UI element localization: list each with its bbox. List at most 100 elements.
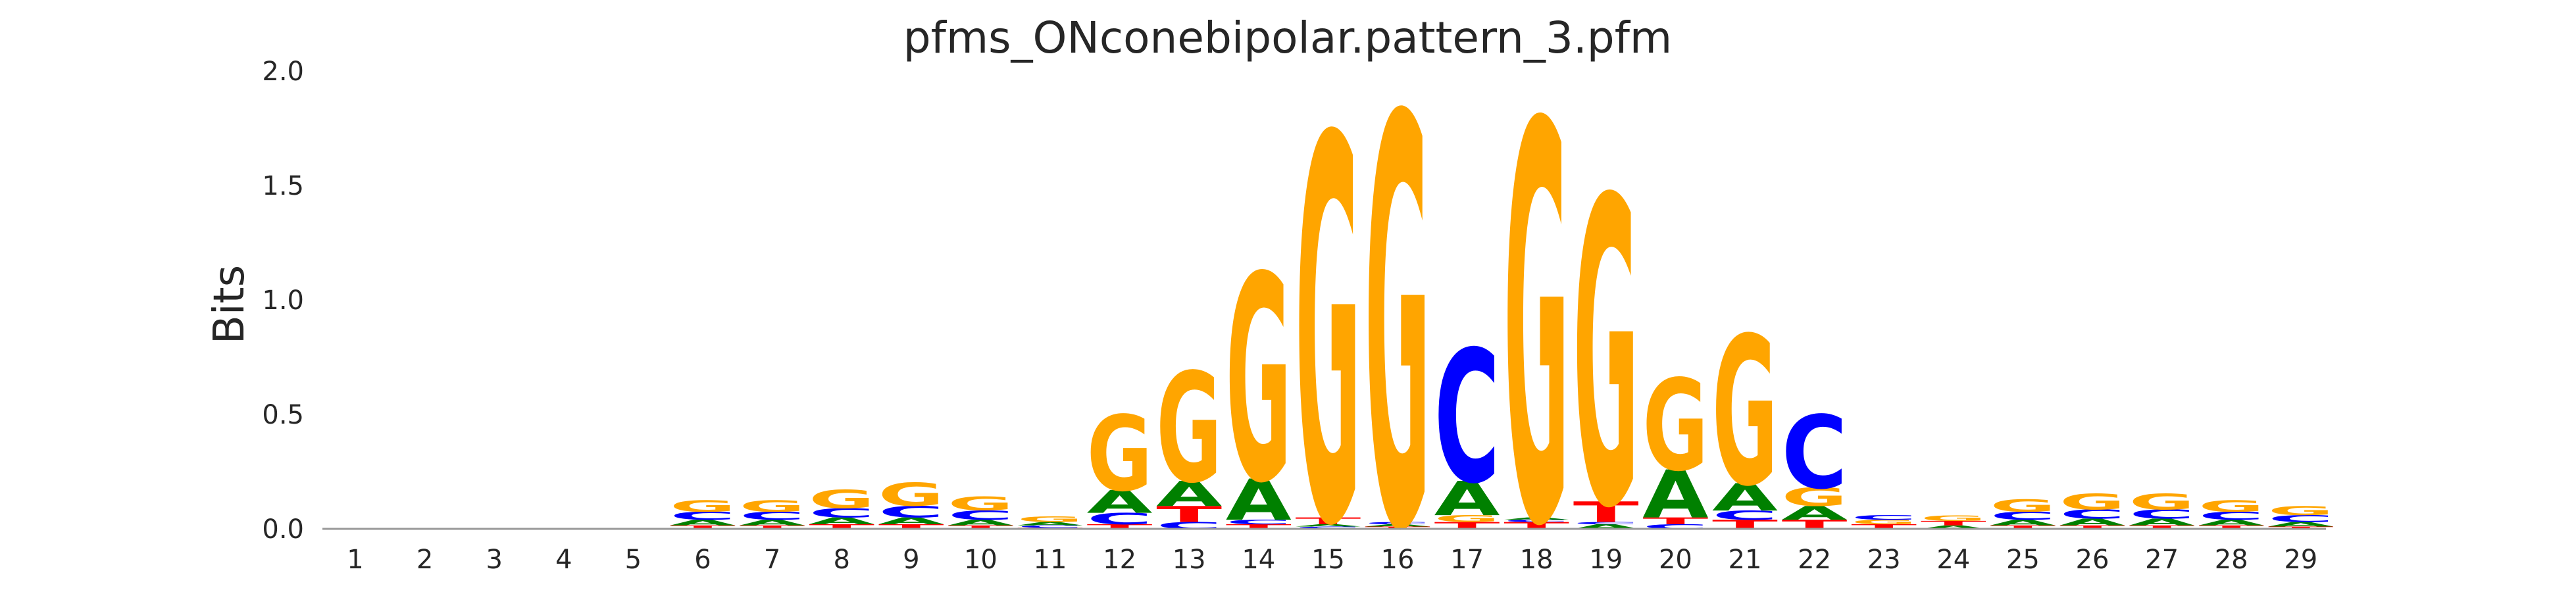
logo-letter-C: C bbox=[2198, 510, 2264, 522]
y-tick-label: 2.0 bbox=[262, 57, 304, 87]
logo-letter-A: A bbox=[1573, 523, 1639, 530]
logo-letter-A: A bbox=[1990, 518, 2056, 528]
x-tick-label: 12 bbox=[1103, 545, 1136, 575]
logo-letter-A: A bbox=[1782, 503, 1848, 524]
logo-letter-A: A bbox=[1434, 472, 1500, 527]
logo-letter-A: A bbox=[2059, 517, 2125, 528]
logo-letter-G: G bbox=[1990, 495, 2056, 516]
x-tick-label: 27 bbox=[2145, 545, 2179, 575]
x-tick-label: 21 bbox=[1729, 545, 1762, 575]
logo-letter-C: C bbox=[1295, 526, 1361, 530]
x-tick-label: 6 bbox=[694, 545, 711, 575]
chart-title: pfms_ONconebipolar.pattern_3.pfm bbox=[903, 12, 1672, 63]
logo-letter-G: G bbox=[878, 477, 944, 514]
x-tick-label: 7 bbox=[764, 545, 780, 575]
logo-letter-G: G bbox=[1921, 514, 1986, 523]
logo-letter-C: C bbox=[1503, 519, 1569, 523]
logo-letter-G: G bbox=[1365, 1, 1430, 592]
logo-letter-C: C bbox=[1226, 518, 1292, 526]
logo-letter-G: G bbox=[947, 493, 1013, 515]
logo-letter-A: A bbox=[878, 516, 944, 527]
logo-letter-C: C bbox=[1434, 313, 1500, 524]
y-axis-ticks: 0.0 0.5 1.0 1.5 2.0 bbox=[262, 57, 304, 545]
logo-letter-A: A bbox=[1712, 476, 1778, 520]
logo-letter-T: T bbox=[1851, 523, 1917, 530]
logo-column-23: TGC bbox=[1851, 514, 1917, 530]
x-tick-label: 20 bbox=[1659, 545, 1692, 575]
logo-letter-A: A bbox=[670, 518, 736, 528]
logo-letter-C: C bbox=[670, 510, 736, 522]
x-tick-label: 13 bbox=[1173, 545, 1206, 575]
x-tick-label: 26 bbox=[2076, 545, 2109, 575]
logo-letter-A: A bbox=[2129, 517, 2195, 528]
logo-letter-C: C bbox=[1990, 510, 2056, 522]
logo-letter-T: T bbox=[1226, 523, 1292, 530]
x-tick-label: 23 bbox=[1867, 545, 1901, 575]
x-tick-label: 24 bbox=[1936, 545, 1970, 575]
logo-letter-A: A bbox=[2268, 521, 2334, 528]
logo-letter-G: G bbox=[1642, 353, 1708, 499]
logo-letter-G: G bbox=[2129, 489, 2195, 515]
logo-letter-G: G bbox=[740, 497, 805, 516]
y-tick-label: 1.5 bbox=[262, 171, 304, 201]
logo-letter-G: G bbox=[1226, 217, 1292, 545]
logo-letter-C: C bbox=[2059, 507, 2125, 522]
logo-letter-C: C bbox=[1782, 395, 1848, 512]
logo-letter-T: T bbox=[740, 524, 805, 530]
x-tick-label: 29 bbox=[2284, 545, 2317, 575]
logo-letter-A: A bbox=[809, 516, 874, 527]
logo-letter-T: T bbox=[2198, 524, 2264, 530]
logo-letter-A: A bbox=[1226, 467, 1292, 533]
x-tick-label: 11 bbox=[1034, 545, 1067, 575]
x-tick-label: 3 bbox=[486, 545, 502, 575]
logo-letter-G: G bbox=[1017, 515, 1083, 524]
logo-letter-C: C bbox=[947, 508, 1013, 522]
logo-letter-A: A bbox=[1642, 457, 1708, 533]
logo-letter-A: A bbox=[1921, 524, 1986, 530]
logo-letter-C: C bbox=[1087, 510, 1153, 528]
logo-letter-G: G bbox=[1712, 293, 1778, 531]
logo-letter-G: G bbox=[809, 485, 874, 514]
logo-letter-T: T bbox=[2059, 524, 2125, 530]
logo-letter-T: T bbox=[1156, 502, 1222, 528]
logo-letter-T: T bbox=[1573, 496, 1639, 529]
logo-letter-G: G bbox=[1573, 112, 1639, 592]
logo-letter-T: T bbox=[878, 523, 944, 530]
logo-letter-C: C bbox=[1712, 508, 1778, 522]
logo-letter-A: A bbox=[1295, 524, 1361, 528]
logo-letter-T: T bbox=[1365, 526, 1430, 530]
logo-column-24: ATG bbox=[1921, 514, 1986, 530]
logo-letter-G: G bbox=[1156, 342, 1222, 517]
x-tick-label: 10 bbox=[964, 545, 998, 575]
x-tick-label: 16 bbox=[1381, 545, 1415, 575]
logo-letter-T: T bbox=[2268, 526, 2334, 530]
logo-letter-G: G bbox=[2059, 489, 2125, 515]
logo-letter-A: A bbox=[1503, 517, 1569, 521]
logo-letter-G: G bbox=[2198, 497, 2264, 516]
logo-letter-G: G bbox=[1087, 394, 1153, 514]
x-tick-label: 22 bbox=[1798, 545, 1831, 575]
y-tick-label: 0.5 bbox=[262, 400, 304, 430]
logo-letter-A: A bbox=[1156, 474, 1222, 514]
x-tick-label: 25 bbox=[2006, 545, 2040, 575]
logo-letter-A: A bbox=[2198, 518, 2264, 528]
logo-letter-T: T bbox=[1921, 520, 1986, 527]
logo-letter-C: C bbox=[1642, 523, 1708, 530]
